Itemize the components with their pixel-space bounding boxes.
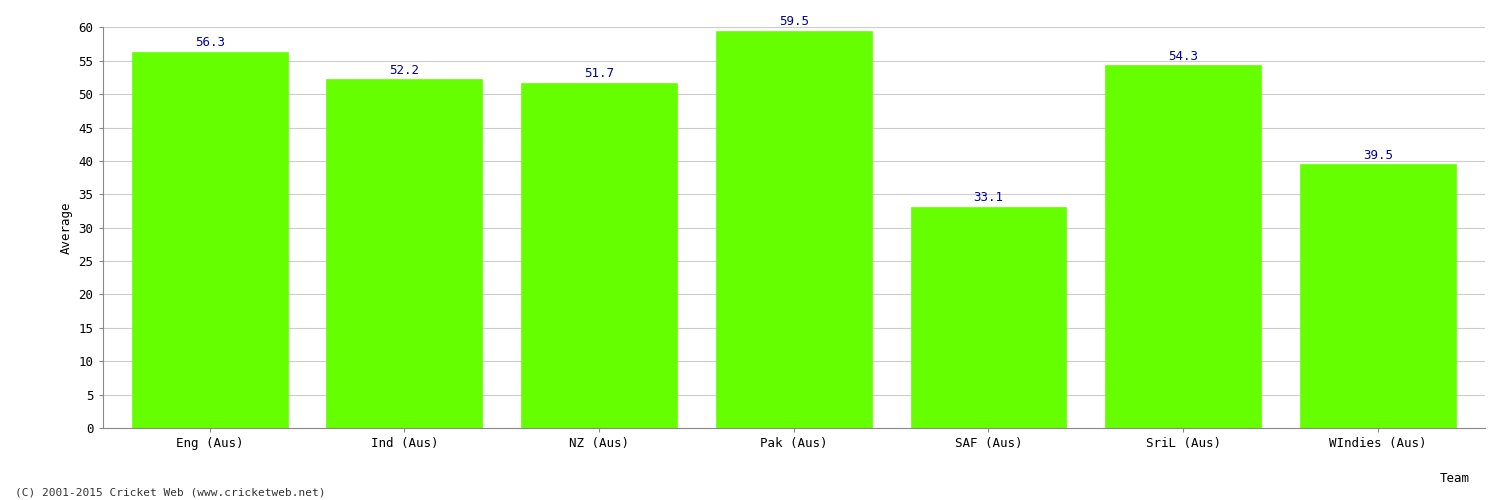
Bar bbox=[1300, 164, 1456, 428]
Bar bbox=[716, 30, 872, 428]
Text: 54.3: 54.3 bbox=[1168, 50, 1198, 62]
Text: 51.7: 51.7 bbox=[584, 67, 614, 80]
Text: 52.2: 52.2 bbox=[390, 64, 420, 77]
Text: 56.3: 56.3 bbox=[195, 36, 225, 50]
Text: 39.5: 39.5 bbox=[1364, 148, 1394, 162]
Text: (C) 2001-2015 Cricket Web (www.cricketweb.net): (C) 2001-2015 Cricket Web (www.cricketwe… bbox=[15, 488, 326, 498]
Text: 33.1: 33.1 bbox=[974, 192, 1004, 204]
Y-axis label: Average: Average bbox=[60, 202, 74, 254]
Bar bbox=[1106, 66, 1262, 428]
Bar bbox=[910, 207, 1066, 428]
Text: 59.5: 59.5 bbox=[778, 15, 808, 28]
Bar bbox=[520, 83, 676, 428]
Bar bbox=[132, 52, 288, 428]
Text: Team: Team bbox=[1440, 472, 1470, 486]
Bar bbox=[327, 80, 483, 428]
